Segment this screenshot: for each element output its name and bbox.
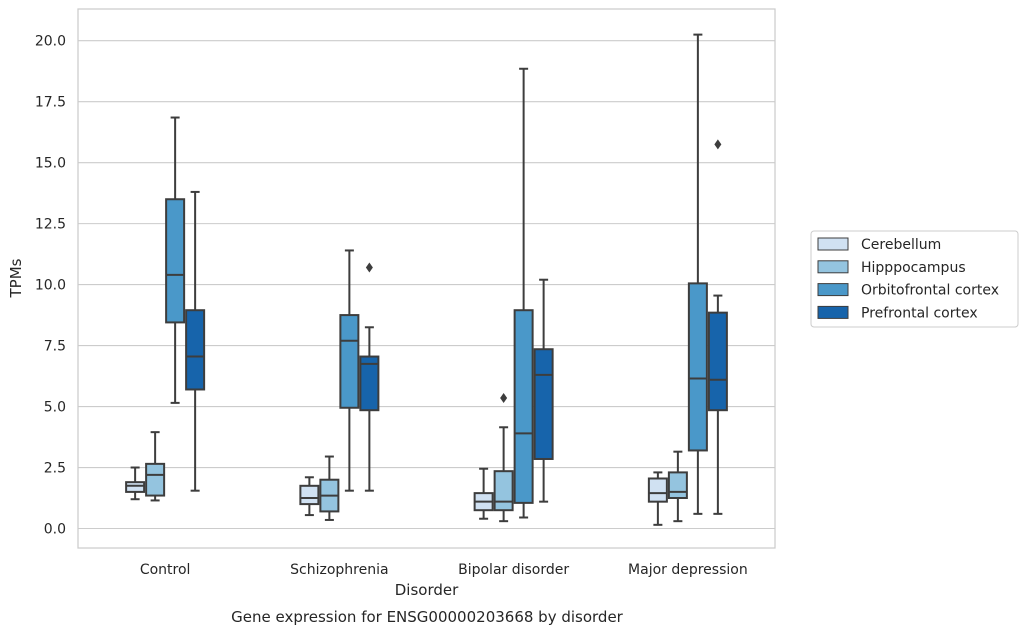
legend: Cerebellum Hipppocampus Orbitofrontal cort… xyxy=(810,230,1019,328)
y-tick-label: 17.5 xyxy=(35,95,66,111)
box-1-1 xyxy=(319,455,340,521)
legend-swatch xyxy=(817,260,849,274)
legend-label: Orbitofrontal cortex xyxy=(861,283,999,299)
box-2-3 xyxy=(533,278,554,503)
box-0-2 xyxy=(165,116,186,404)
iqr-box xyxy=(145,462,166,497)
iqr-box xyxy=(359,355,380,412)
iqr-box xyxy=(707,311,728,412)
plot-marks xyxy=(125,33,728,526)
x-tick-label: Control xyxy=(140,562,191,578)
y-tick-label: 0.0 xyxy=(44,521,66,537)
y-tick-label: 10.0 xyxy=(35,278,66,294)
box-0-1 xyxy=(145,431,166,502)
box-1-3 xyxy=(359,262,380,492)
x-tick-labels: Control Schizophrenia Bipolar disorder Majo… xyxy=(140,562,748,578)
iqr-box xyxy=(493,470,514,512)
outlier-marker xyxy=(365,262,373,273)
box-1-0 xyxy=(299,476,320,517)
y-tick-labels: 0.0 2.5 5.0 7.5 10.0 12.5 15.0 17.5 20.0 xyxy=(35,34,66,538)
outlier-marker xyxy=(500,393,508,404)
iqr-box xyxy=(185,309,206,391)
legend-frame xyxy=(810,230,1019,328)
iqr-box xyxy=(125,481,146,493)
chart-caption: Gene expression for ENSG00000203668 by d… xyxy=(231,608,624,626)
y-tick-label: 7.5 xyxy=(44,339,66,355)
legend-swatch xyxy=(817,237,849,251)
legend-label: Hipppocampus xyxy=(861,260,966,276)
box-2-1 xyxy=(493,393,514,523)
iqr-box xyxy=(513,309,534,504)
outlier-marker xyxy=(714,139,722,150)
y-tick-label: 2.5 xyxy=(44,461,66,477)
iqr-box xyxy=(299,484,320,506)
y-tick-label: 20.0 xyxy=(35,34,66,50)
y-axis-label: TPMs xyxy=(7,258,25,298)
box-1-2 xyxy=(339,249,360,492)
box-0-3 xyxy=(185,190,206,492)
legend-swatch xyxy=(817,283,849,297)
iqr-box xyxy=(647,477,668,503)
legend-label: Prefrontal cortex xyxy=(861,305,978,321)
y-tick-label: 15.0 xyxy=(35,156,66,172)
iqr-box xyxy=(667,471,688,500)
legend-swatch xyxy=(817,305,849,319)
box-3-0 xyxy=(647,471,668,526)
box-2-2 xyxy=(513,67,534,519)
box-2-0 xyxy=(473,467,494,520)
box-3-3 xyxy=(707,139,728,515)
box-3-1 xyxy=(667,450,688,523)
iqr-box xyxy=(165,198,186,324)
x-axis-label: Disorder xyxy=(395,581,459,599)
y-tick-label: 5.0 xyxy=(44,400,66,416)
plot-frame xyxy=(77,8,776,549)
legend-label: Cerebellum xyxy=(861,237,941,253)
x-tick-label: Bipolar disorder xyxy=(458,562,569,578)
iqr-box xyxy=(687,282,708,452)
y-tick-label: 12.5 xyxy=(35,217,66,233)
box-3-2 xyxy=(687,33,708,515)
x-tick-label: Major depression xyxy=(628,562,748,578)
x-tick-label: Schizophrenia xyxy=(290,562,388,578)
iqr-box xyxy=(533,348,554,460)
box-0-0 xyxy=(125,466,146,501)
iqr-box xyxy=(339,314,360,409)
